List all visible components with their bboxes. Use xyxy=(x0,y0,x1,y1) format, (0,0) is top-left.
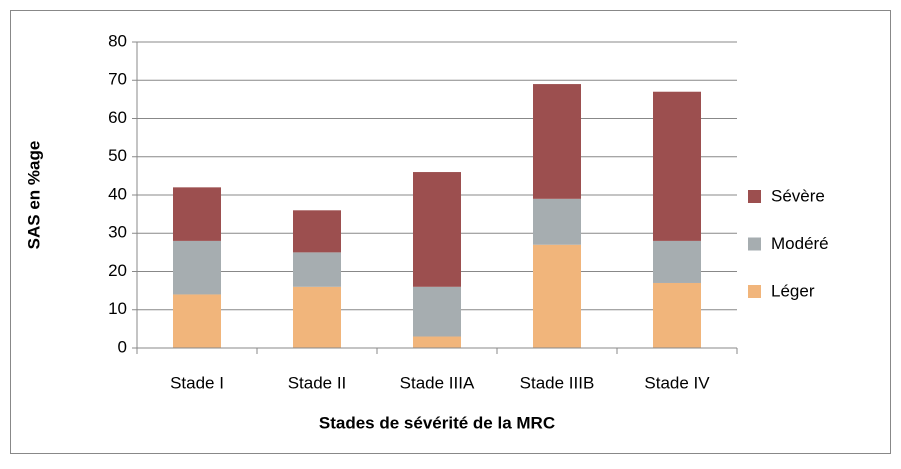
y-tick-label: 0 xyxy=(118,337,127,356)
bar-segment xyxy=(413,286,461,337)
bar-segment xyxy=(533,198,581,245)
x-tick-label: Stade IIIB xyxy=(520,373,595,392)
y-tick-label: 30 xyxy=(108,223,127,242)
x-tick-label: Stade IIIA xyxy=(400,373,475,392)
legend-label: Modéré xyxy=(771,234,829,253)
y-tick-label: 80 xyxy=(108,31,127,50)
bar-segment xyxy=(413,172,461,287)
bar-segment xyxy=(653,91,701,241)
legend-swatch xyxy=(748,237,761,251)
y-tick-label: 60 xyxy=(108,108,127,127)
bar-segment xyxy=(533,244,581,348)
x-tick-label: Stade II xyxy=(288,373,347,392)
bar-segment xyxy=(653,282,701,348)
bar-segment xyxy=(533,84,581,199)
bar-segment xyxy=(653,240,701,283)
bar-segment xyxy=(173,187,221,241)
bar-segment xyxy=(173,294,221,348)
y-tick-label: 40 xyxy=(108,184,127,203)
legend-label: Sévère xyxy=(771,186,825,205)
legend-label: Léger xyxy=(771,281,815,300)
y-tick-label: 70 xyxy=(108,70,127,89)
x-tick-label: Stade IV xyxy=(644,373,710,392)
legend-swatch xyxy=(748,190,761,203)
y-axis-label: SAS en %age xyxy=(24,141,43,250)
y-tick-label: 10 xyxy=(108,299,127,318)
y-tick-label: 50 xyxy=(108,146,127,165)
x-axis-label: Stades de sévérité de la MRC xyxy=(319,413,555,432)
bar-segment xyxy=(293,252,341,287)
bar-segment xyxy=(293,210,341,253)
y-tick-label: 20 xyxy=(108,261,127,280)
legend-swatch xyxy=(748,285,761,298)
x-tick-label: Stade I xyxy=(170,373,224,392)
bar-segment xyxy=(413,336,461,348)
bar-segment xyxy=(173,240,221,295)
bar-segment xyxy=(293,286,341,348)
